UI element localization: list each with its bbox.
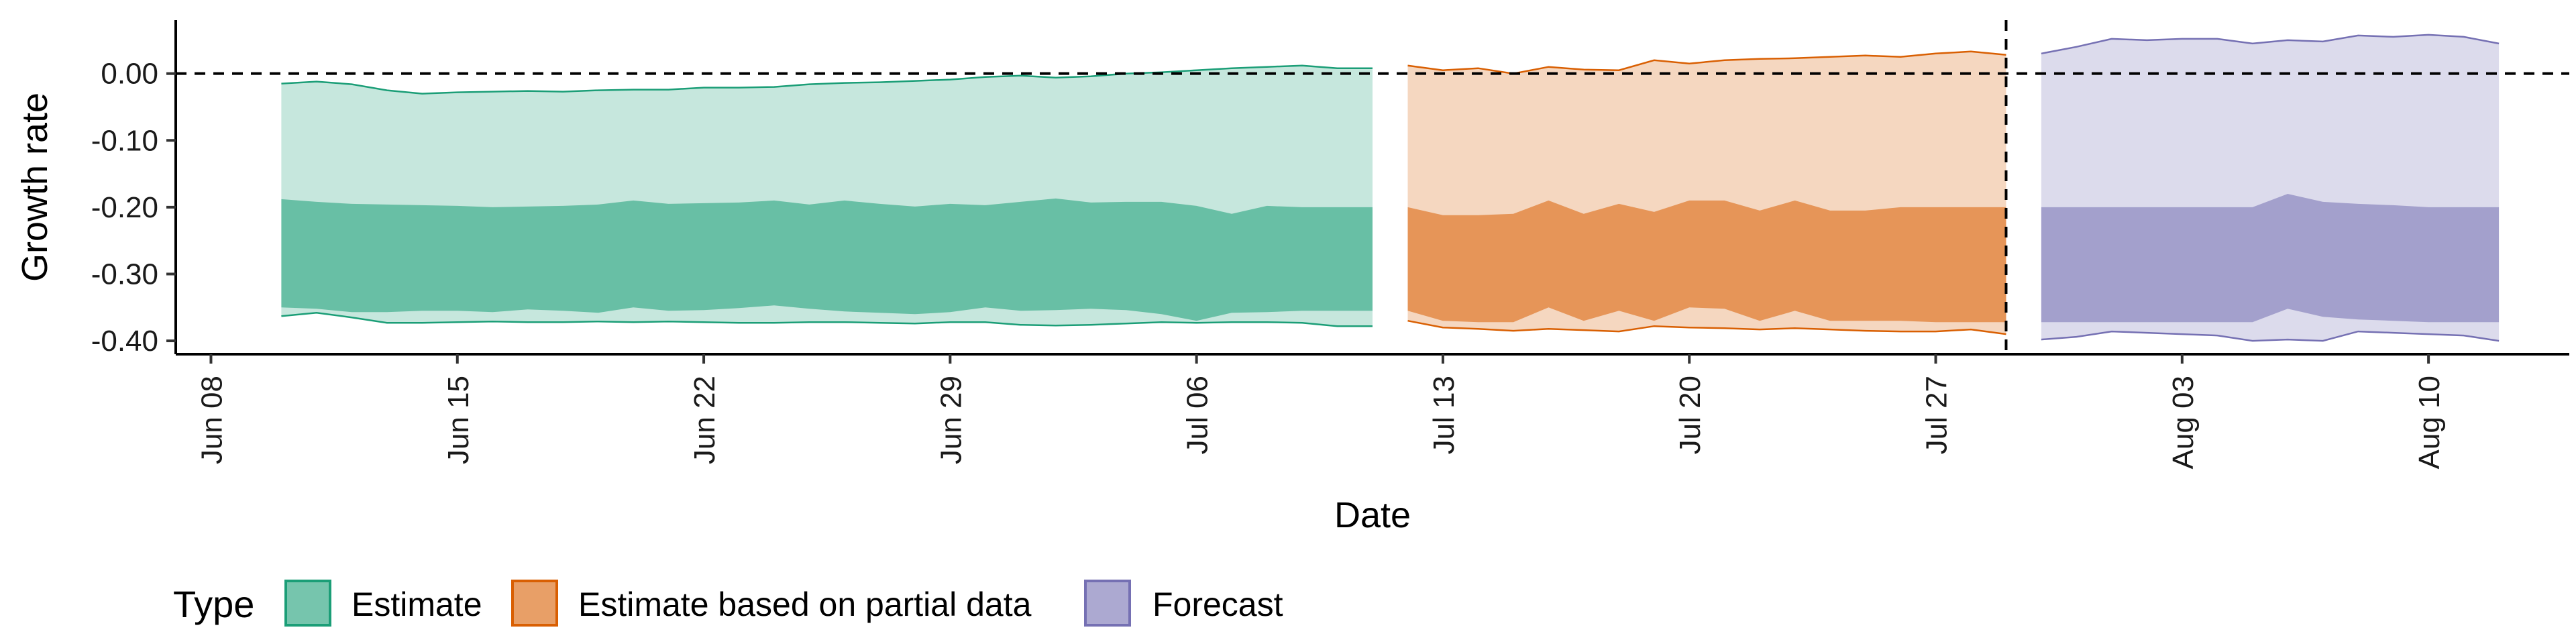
y-tick-label: -0.30 [91,258,158,290]
x-tick-label: Jun 29 [934,376,967,464]
estimate-lower-edge [281,311,1373,327]
x-tick-label: Jul 13 [1428,376,1460,454]
legend-label-estimate-based-on-partial-data: Estimate based on partial data [578,586,1032,623]
series-forecast [2041,34,2500,342]
x-tick-label: Aug 03 [2167,376,2200,469]
x-tick-label: Jun 15 [442,376,475,464]
series-estimate [281,64,1373,327]
estimate-inner-band [281,198,1373,321]
x-tick-label: Jun 22 [688,376,721,464]
legend: Type Estimate Estimate based on partial d… [173,580,1283,627]
legend-swatch-estimate-based-on-partial-data [511,580,558,627]
y-tick-label: -0.10 [91,124,158,157]
estimate-based-on-partial-data-inner-band [1407,200,2006,323]
x-tick-label: Jul 27 [1921,376,1953,454]
estimate-based-on-partial-data-upper-edge [1407,50,2006,74]
legend-label-estimate: Estimate [352,586,482,623]
x-axis-title: Date [1334,495,1411,535]
x-tick-label: Jun 08 [195,376,228,464]
forecast-inner-band [2041,194,2500,323]
x-tick-label: Aug 10 [2413,376,2446,469]
forecast-upper-edge [2041,34,2500,55]
estimate-based-on-partial-data-lower-edge [1407,319,2006,335]
legend-label-forecast: Forecast [1152,586,1283,623]
series-estimate-based-on-partial-data [1407,50,2006,335]
y-tick-label: -0.20 [91,191,158,224]
legend-swatch-estimate [284,580,331,627]
x-axis-ticks: Jun 08 Jun 15 Jun 22 Jun 29 Jul 06 Jul 13 Jul … [195,354,2446,469]
y-axis-title: Growth rate [15,93,55,282]
y-tick-label: 0.00 [101,58,158,91]
y-tick-label: -0.40 [91,325,158,358]
y-axis-ticks: 0.00 -0.10 -0.20 -0.30 -0.40 [91,58,176,358]
estimate-upper-edge [281,64,1373,95]
x-tick-label: Jul 20 [1674,376,1707,454]
legend-swatch-forecast [1084,580,1131,627]
forecast-lower-edge [2041,330,2500,342]
legend-title: Type [173,583,254,625]
band-layer [281,34,2500,342]
x-tick-label: Jul 06 [1181,376,1214,454]
